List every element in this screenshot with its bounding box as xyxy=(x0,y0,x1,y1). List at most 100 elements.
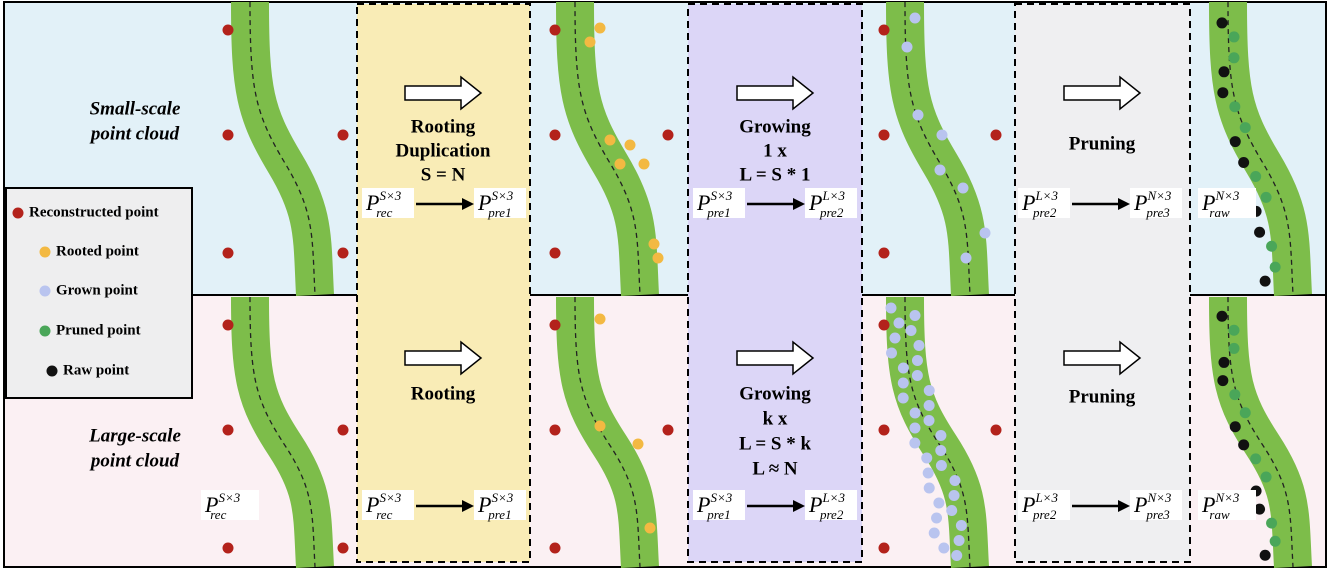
stage-text: 1 x xyxy=(763,140,787,161)
stage-text: Pruning xyxy=(1069,133,1136,154)
raw-point xyxy=(1238,439,1249,450)
grown-point xyxy=(921,453,932,464)
math-base: P xyxy=(1133,190,1147,215)
stage-text: Growing xyxy=(739,116,811,137)
grown-point xyxy=(909,438,920,449)
grown-point xyxy=(935,445,946,456)
math-sup: S×3 xyxy=(379,188,401,203)
rooted-point xyxy=(615,159,626,170)
grown-point xyxy=(956,520,967,531)
diagram: Reconstructed pointRooted pointGrown poi… xyxy=(0,0,1330,571)
grown-point xyxy=(886,303,897,314)
math-sub: rec xyxy=(210,507,226,522)
reconstructed-point xyxy=(879,320,890,331)
raw-point xyxy=(1260,550,1271,561)
reconstructed-point xyxy=(550,25,561,36)
pruned-point xyxy=(1229,52,1240,63)
grown-point xyxy=(894,318,905,329)
reconstructed-point xyxy=(338,543,349,554)
grown-point xyxy=(949,475,960,486)
pruned-point xyxy=(1261,192,1272,203)
legend-label: Reconstructed point xyxy=(29,204,159,220)
stage-text: L ≈ N xyxy=(752,458,798,479)
grown-point xyxy=(935,430,946,441)
math-sub: rec xyxy=(376,205,392,220)
raw-point xyxy=(1219,66,1230,77)
math-sub: raw xyxy=(1209,205,1230,220)
math-sub: pre2 xyxy=(1032,205,1057,220)
raw-point xyxy=(1217,87,1228,98)
math-sup: N×3 xyxy=(1146,188,1171,203)
grown-point xyxy=(924,415,935,426)
stage-text: L = S * k xyxy=(739,433,812,454)
reconstructed-point xyxy=(879,425,890,436)
row-label: Small-scale xyxy=(90,98,181,119)
rooted-point xyxy=(639,159,650,170)
pruned-point xyxy=(1229,389,1240,400)
math-sub: pre3 xyxy=(1145,507,1170,522)
reconstructed-point xyxy=(879,130,890,141)
grown-point xyxy=(924,483,935,494)
legend-dot xyxy=(40,247,51,258)
reconstructed-point xyxy=(879,248,890,259)
reconstructed-point xyxy=(223,543,234,554)
reconstructed-point xyxy=(223,320,234,331)
raw-point xyxy=(1254,227,1265,238)
stage-text: Rooting xyxy=(411,383,476,404)
row-label: point cloud xyxy=(89,450,180,471)
stage-text: L = S * 1 xyxy=(739,164,810,185)
pruned-point xyxy=(1250,453,1261,464)
math-sup: L×3 xyxy=(821,490,845,505)
reconstructed-point xyxy=(550,130,561,141)
grown-point xyxy=(924,385,935,396)
row-label: Large-scale xyxy=(88,425,181,446)
reconstructed-point xyxy=(338,425,349,436)
reconstructed-point xyxy=(223,130,234,141)
grown-point xyxy=(937,130,948,141)
math-sup: S×3 xyxy=(710,188,732,203)
math-sup: S×3 xyxy=(218,490,240,505)
legend-dot xyxy=(47,366,58,377)
pruned-point xyxy=(1270,536,1281,547)
grown-point xyxy=(936,460,947,471)
pruned-point xyxy=(1266,518,1277,529)
raw-point xyxy=(1217,375,1228,386)
reconstructed-point xyxy=(338,130,349,141)
math-sub: pre1 xyxy=(487,205,511,220)
grown-point xyxy=(946,505,957,516)
reconstructed-point xyxy=(550,248,561,259)
rooted-point xyxy=(625,140,636,151)
raw-point xyxy=(1217,17,1228,28)
legend-label: Raw point xyxy=(63,362,129,378)
pruned-point xyxy=(1229,31,1240,42)
reconstructed-point xyxy=(991,425,1002,436)
grown-point xyxy=(958,183,969,194)
grown-point xyxy=(902,42,913,53)
pruned-point xyxy=(1229,325,1240,336)
rooted-point xyxy=(585,37,596,48)
grown-point xyxy=(931,513,942,524)
rooted-point xyxy=(633,439,644,450)
legend-label: Pruned point xyxy=(56,322,141,338)
rooted-point xyxy=(595,421,606,432)
grown-point xyxy=(954,535,965,546)
legend-dot xyxy=(13,208,24,219)
reconstructed-point xyxy=(550,543,561,554)
math-sup: N×3 xyxy=(1214,188,1239,203)
rooted-point xyxy=(649,239,660,250)
raw-point xyxy=(1219,357,1230,368)
grown-point xyxy=(898,363,909,374)
grown-point xyxy=(923,468,934,479)
raw-point xyxy=(1260,276,1271,287)
grown-point xyxy=(980,228,991,239)
grown-point xyxy=(898,378,909,389)
grown-point xyxy=(914,340,925,351)
math-sub: pre2 xyxy=(819,205,844,220)
legend-label: Grown point xyxy=(56,282,138,298)
reconstructed-point xyxy=(338,248,349,259)
reconstructed-point xyxy=(879,25,890,36)
grown-point xyxy=(910,13,921,24)
grown-point xyxy=(912,370,923,381)
legend-dot xyxy=(40,286,51,297)
pruned-point xyxy=(1240,122,1251,133)
